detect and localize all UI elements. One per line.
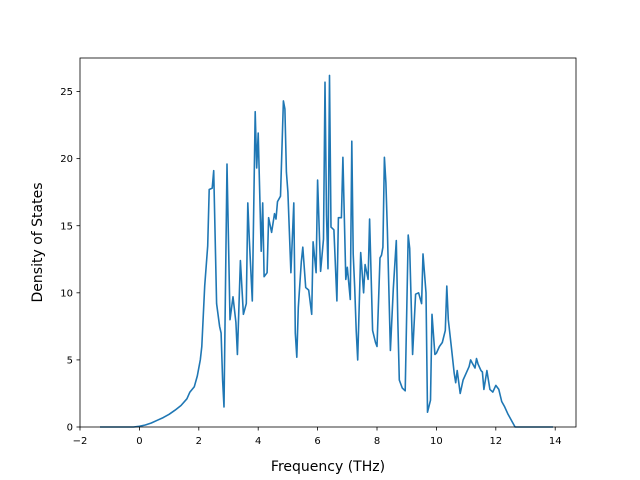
- x-tick-label: 2: [196, 436, 202, 447]
- x-tick-label: 6: [314, 436, 320, 447]
- y-tick-label: 15: [60, 221, 73, 232]
- y-tick-label: 10: [60, 288, 73, 299]
- x-tick-label: 12: [489, 436, 502, 447]
- y-axis-ticks: 0 5 10 15 20 25: [60, 87, 80, 434]
- x-tick-label: 4: [255, 436, 261, 447]
- x-axis-ticks: −2 0 2 4 6 8 10 12 14: [73, 427, 562, 447]
- y-tick-label: 5: [67, 356, 73, 367]
- x-axis-label: Frequency (THz): [271, 459, 385, 475]
- y-tick-label: 25: [60, 87, 73, 98]
- x-tick-label: −2: [73, 436, 88, 447]
- x-tick-label: 10: [430, 436, 443, 447]
- dos-series-line: [100, 74, 553, 428]
- x-tick-label: 8: [374, 436, 380, 447]
- y-tick-label: 20: [60, 154, 73, 165]
- y-axis-label: Density of States: [30, 183, 46, 303]
- y-tick-label: 0: [67, 423, 73, 434]
- x-tick-label: 14: [549, 436, 562, 447]
- axes-frame: [79, 57, 577, 428]
- x-tick-label: 0: [136, 436, 142, 447]
